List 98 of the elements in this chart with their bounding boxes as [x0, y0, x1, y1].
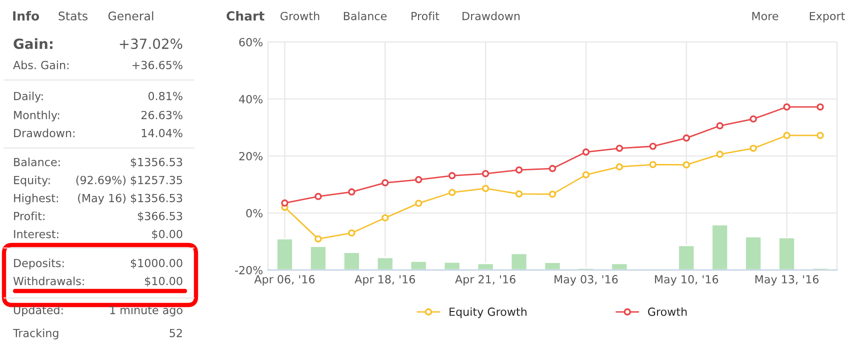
point: [716, 150, 724, 158]
point: [415, 200, 422, 207]
text: More: [752, 12, 778, 20]
bar: [510, 252, 528, 270]
text: $366.53: [138, 212, 182, 222]
point: [548, 190, 556, 198]
point: [616, 144, 624, 152]
text: $0.00: [152, 230, 182, 240]
text: 14.04%: [142, 128, 182, 138]
point: [582, 148, 590, 156]
text: Profit:: [14, 212, 44, 220]
y-tick-label: 20%: [239, 152, 263, 160]
text: $10.00: [145, 276, 182, 287]
text: Withdrawals:: [13, 276, 84, 286]
bar: [610, 262, 628, 270]
text: Balance: [344, 12, 387, 20]
x-tick-label: Apr 06, '16: [254, 275, 315, 286]
point: [682, 161, 690, 168]
text: (92.69%) $1257.35: [76, 176, 182, 186]
point: [649, 160, 657, 168]
bar: [778, 236, 796, 270]
point: [816, 103, 824, 111]
point: [515, 166, 523, 174]
bar: [678, 244, 696, 270]
bar: [443, 261, 461, 270]
point: [783, 132, 790, 140]
text: +37.02%: [120, 38, 182, 50]
bar: [476, 262, 494, 270]
bar: [711, 224, 729, 270]
bar: [744, 236, 762, 270]
x-tick-label: May 10, '16: [655, 275, 718, 286]
point: [682, 134, 690, 142]
text: Deposits:: [14, 258, 64, 270]
text: Tracking: [12, 328, 58, 340]
text: Equity:: [14, 176, 50, 186]
text: 1 minute ago: [110, 306, 182, 316]
y-tick-label: 40%: [238, 94, 263, 104]
text: Updated:: [14, 306, 63, 316]
text: Export: [810, 12, 845, 22]
point: [482, 170, 490, 178]
x-tick-label: Apr 18, '16: [354, 275, 416, 286]
point: [281, 199, 288, 207]
bar: [276, 238, 294, 270]
point: [348, 229, 356, 237]
point: [582, 171, 590, 178]
text: 26.63%: [141, 110, 182, 120]
point: [482, 184, 490, 192]
text: Monthly:: [14, 110, 60, 122]
x-tick-label: May 13, '16: [755, 275, 819, 286]
text: $1356.53: [130, 158, 182, 168]
text: 0.81%: [148, 92, 182, 100]
bar: [309, 246, 327, 270]
x-tick-label: May 03, '16: [554, 275, 618, 286]
bar: [544, 262, 562, 270]
text: Balance:: [14, 158, 60, 166]
text: Info: [13, 10, 40, 21]
text: (May 16) $1356.53: [78, 194, 182, 204]
legend-label: Equity Growth: [450, 307, 526, 318]
chart-title: Chart: [226, 10, 264, 21]
point: [750, 115, 757, 123]
y-tick-label: 60%: [239, 38, 263, 46]
text: General: [108, 11, 154, 20]
text: $1000.00: [130, 258, 182, 269]
point: [314, 192, 322, 200]
point: [448, 172, 456, 180]
point: [515, 190, 523, 198]
point: [616, 163, 624, 170]
bar: [342, 252, 360, 270]
text: +36.65%: [132, 60, 182, 70]
x-tick-label: Apr 21, '16: [455, 275, 516, 286]
text: Stats: [58, 11, 88, 20]
text: Drawdown: [462, 12, 520, 20]
point: [382, 179, 389, 186]
text: Profit: [412, 12, 440, 20]
text: Highest:: [14, 194, 58, 204]
y-tick-label: -20%: [234, 266, 263, 274]
point: [415, 176, 422, 184]
y-tick-label: 0%: [246, 208, 263, 218]
point: [548, 164, 556, 172]
text: Drawdown:: [14, 128, 74, 138]
point: [716, 122, 724, 130]
text: Interest:: [14, 230, 58, 238]
point: [314, 235, 322, 243]
point: [783, 103, 790, 111]
point: [348, 188, 356, 196]
point: [448, 188, 456, 196]
point: [750, 144, 757, 152]
bar: [410, 260, 428, 270]
text: Growth: [280, 12, 320, 20]
text: 52: [170, 328, 182, 338]
text: Daily:: [14, 92, 43, 102]
text: Abs. Gain:: [13, 60, 68, 70]
text: Gain:: [14, 38, 52, 50]
bar: [376, 256, 394, 270]
legend-label: Growth: [648, 307, 687, 316]
point: [816, 132, 824, 140]
point: [382, 214, 389, 222]
point: [649, 142, 657, 150]
